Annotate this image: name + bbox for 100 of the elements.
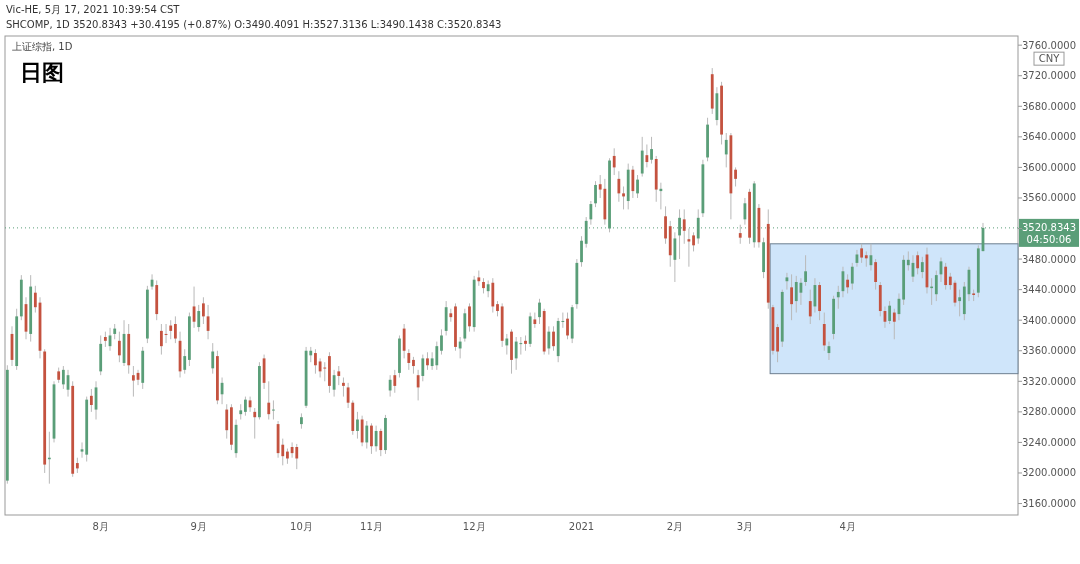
candlestick [519, 336, 523, 356]
candlestick [421, 354, 425, 382]
candlestick [794, 275, 798, 314]
candlestick [323, 361, 327, 382]
candlestick [640, 136, 644, 178]
candlestick [318, 357, 322, 378]
candlestick [61, 365, 65, 390]
candlestick [281, 438, 285, 466]
candlestick [332, 369, 336, 398]
x-tick-label: 9月 [190, 521, 207, 532]
candlestick [197, 304, 201, 333]
x-tick-label: 2021 [568, 521, 595, 532]
candlestick [435, 341, 439, 371]
candlestick [159, 323, 163, 356]
candlestick [552, 325, 555, 352]
y-tick-label: 3760.0000 [1021, 39, 1077, 51]
y-tick-label: 3360.0000 [1021, 345, 1077, 357]
candlestick [622, 186, 625, 210]
y-tick-label: 3240.0000 [1021, 436, 1077, 448]
candlestick [804, 254, 807, 287]
candlestick [393, 369, 397, 394]
text: 04:50:06 [1026, 233, 1072, 245]
candlestick [673, 231, 677, 283]
y-tick-label: 3640.0000 [1021, 131, 1077, 143]
candlestick [444, 300, 448, 336]
candlestick [272, 399, 275, 421]
y-tick-label: 3160.0000 [1021, 498, 1077, 510]
candlestick [202, 296, 205, 325]
candlestick [822, 312, 826, 352]
candlestick [808, 289, 812, 325]
x-tick-label: 10月 [290, 521, 313, 532]
candlestick [458, 336, 462, 359]
candlestick [253, 407, 257, 440]
candlestick [468, 302, 471, 333]
x-tick-label: 2月 [666, 521, 684, 532]
candlestick [645, 143, 649, 168]
candlestick [416, 369, 420, 401]
candlestick [169, 319, 173, 340]
candlestick [892, 308, 896, 340]
candlestick [612, 147, 616, 176]
x-tick-label: 3月 [736, 521, 754, 532]
candlestick [790, 273, 793, 321]
candlestick [682, 208, 686, 245]
candlestick [664, 205, 667, 245]
text: SHCOMP, 1D 3520.8343 +30.4195 (+0.87%) O:3490.4091 H:3527.3136 L:3490.1438 C:3520.8343 [6, 19, 502, 30]
candlestick [594, 180, 597, 208]
candlestick [734, 166, 737, 187]
candlestick [360, 415, 364, 447]
candlestick [636, 174, 639, 199]
candlestick [379, 428, 383, 457]
candlestick [724, 132, 728, 168]
ref-line-label: 3520.8343 [1021, 221, 1077, 233]
candlestick [888, 300, 892, 325]
candlestick [589, 200, 593, 226]
candlestick [580, 235, 583, 268]
candlestick [934, 270, 938, 302]
candlestick [365, 420, 369, 450]
candlestick [267, 380, 271, 421]
candlestick [491, 277, 495, 314]
candlestick [617, 170, 621, 203]
candlestick [566, 312, 569, 340]
text: Vic-HE, 5月 17, 2021 10:39:54 CST [6, 4, 181, 15]
y-tick-label: 3720.0000 [1021, 70, 1077, 82]
candlestick [846, 273, 850, 294]
candlestick [874, 258, 878, 291]
candlestick [650, 136, 653, 165]
candlestick [906, 250, 910, 272]
candlestick [173, 315, 177, 344]
candlestick [631, 165, 635, 199]
candlestick [916, 250, 920, 275]
x-tick-label: 4月 [839, 521, 856, 532]
y-tick-label: 3400.0000 [1021, 314, 1077, 326]
x-tick-label: 11月 [360, 521, 383, 532]
candlestick [860, 243, 864, 264]
candlestick [337, 365, 341, 386]
x-tick-label: 12月 [462, 521, 486, 532]
text: 上证综指, 1D [12, 41, 73, 52]
y-tick-label: 3560.0000 [1021, 192, 1077, 204]
candlestick [80, 441, 84, 459]
candlestick [33, 285, 37, 314]
candlestick [225, 403, 229, 440]
y-tick-label: 3600.0000 [1021, 161, 1077, 173]
y-tick-label: 3280.0000 [1021, 406, 1077, 418]
candlestick [356, 411, 359, 440]
y-tick-label: 3680.0000 [1021, 100, 1077, 112]
y-tick-label: 3200.0000 [1021, 467, 1077, 479]
candlestick [117, 331, 121, 363]
candlestick [440, 328, 443, 356]
candlestick [850, 262, 854, 291]
candlestick [342, 376, 345, 398]
candlestick [659, 182, 663, 210]
candlestick [346, 382, 350, 409]
candlestick [514, 336, 518, 371]
candlestick [374, 425, 378, 453]
candlestick [89, 388, 93, 413]
candlestick [958, 289, 962, 317]
candlestick [920, 256, 924, 279]
candlestick [211, 342, 215, 375]
candlestick [738, 224, 742, 245]
text: CNY [1038, 53, 1061, 65]
